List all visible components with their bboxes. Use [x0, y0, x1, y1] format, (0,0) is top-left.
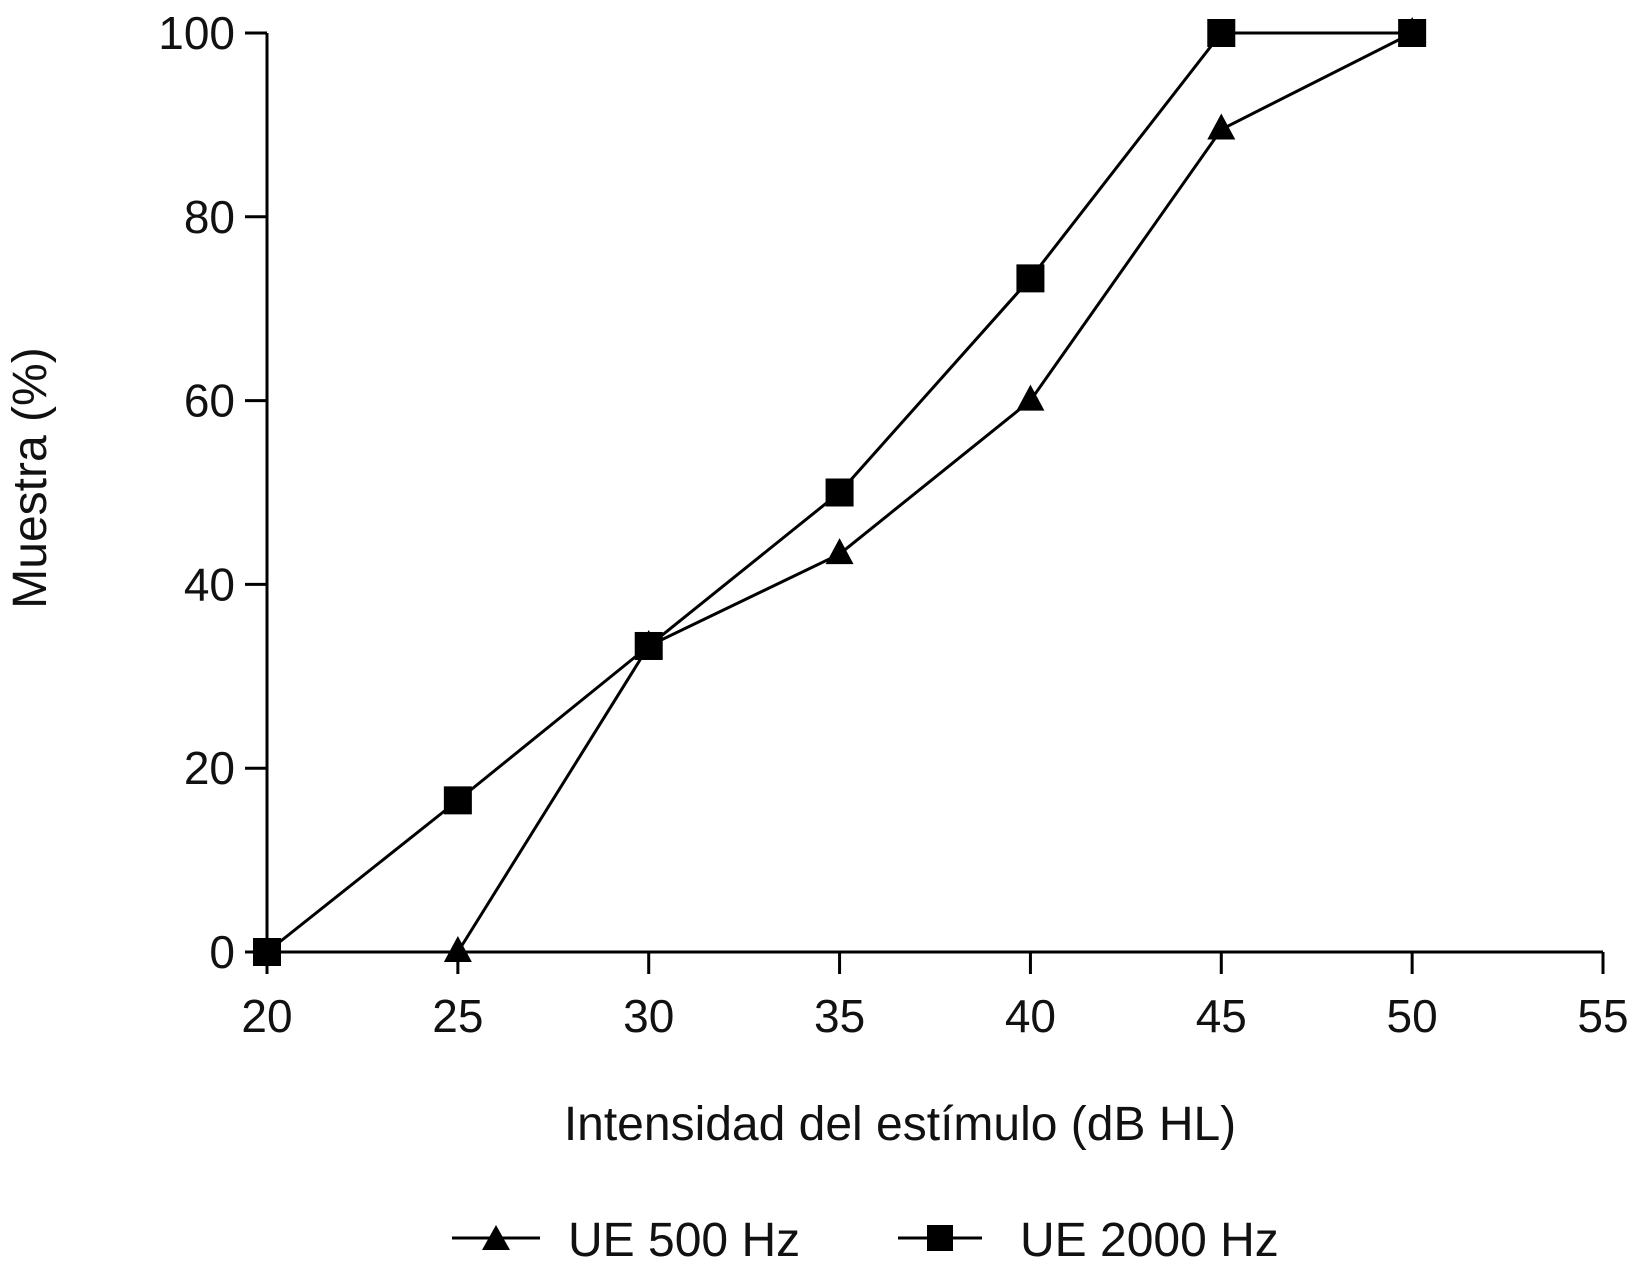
data-point-square [253, 938, 281, 966]
data-point-triangle [1016, 384, 1045, 411]
x-tick-label: 50 [1387, 990, 1438, 1042]
x-axis-title: Intensidad del estímulo (dB HL) [564, 1098, 1236, 1151]
y-tick-label: 40 [184, 558, 235, 610]
x-tick-label: 25 [432, 990, 483, 1042]
legend-label-ue-2000-hz: UE 2000 Hz [1020, 1214, 1279, 1267]
y-axis-ticks: 0 20 40 60 80 100 [158, 7, 267, 978]
x-axis-ticks: 20 25 30 35 40 45 50 55 [241, 952, 1629, 1042]
data-point-square [443, 786, 472, 815]
y-tick-label: 100 [158, 7, 235, 59]
legend: UE 500 Hz UE 2000 Hz [452, 1214, 1279, 1267]
legend-label-ue-500-hz: UE 500 Hz [568, 1214, 800, 1267]
x-tick-label: 40 [1005, 990, 1056, 1042]
x-tick-label: 30 [623, 990, 674, 1042]
y-tick-label: 0 [209, 926, 235, 978]
series-line-ue-500-hz [456, 31, 1413, 953]
data-point-square [825, 478, 854, 507]
y-tick-label: 80 [184, 191, 235, 243]
x-tick-label: 35 [814, 990, 865, 1042]
data-point-square [1016, 264, 1045, 293]
y-tick-label: 20 [184, 742, 235, 794]
x-tick-label: 45 [1196, 990, 1247, 1042]
series-ue-500-hz [443, 17, 1427, 962]
data-point-triangle [1207, 113, 1236, 140]
data-point-square [1398, 19, 1427, 47]
x-tick-label: 55 [1577, 990, 1628, 1042]
legend-triangle-marker [482, 1225, 510, 1250]
data-point-triangle [825, 538, 854, 565]
legend-item-ue-500-hz: UE 500 Hz [452, 1214, 800, 1267]
y-tick-label: 60 [184, 375, 235, 427]
legend-square-marker [927, 1225, 953, 1251]
data-point-triangle [443, 936, 472, 962]
legend-item-ue-2000-hz: UE 2000 Hz [898, 1214, 1279, 1267]
data-point-square [1207, 19, 1236, 47]
plot-area [253, 17, 1427, 966]
y-axis-title: Muestra (%) [4, 347, 57, 608]
x-tick-label: 20 [241, 990, 292, 1042]
series-ue-2000-hz [253, 19, 1427, 966]
data-point-square [634, 631, 663, 660]
